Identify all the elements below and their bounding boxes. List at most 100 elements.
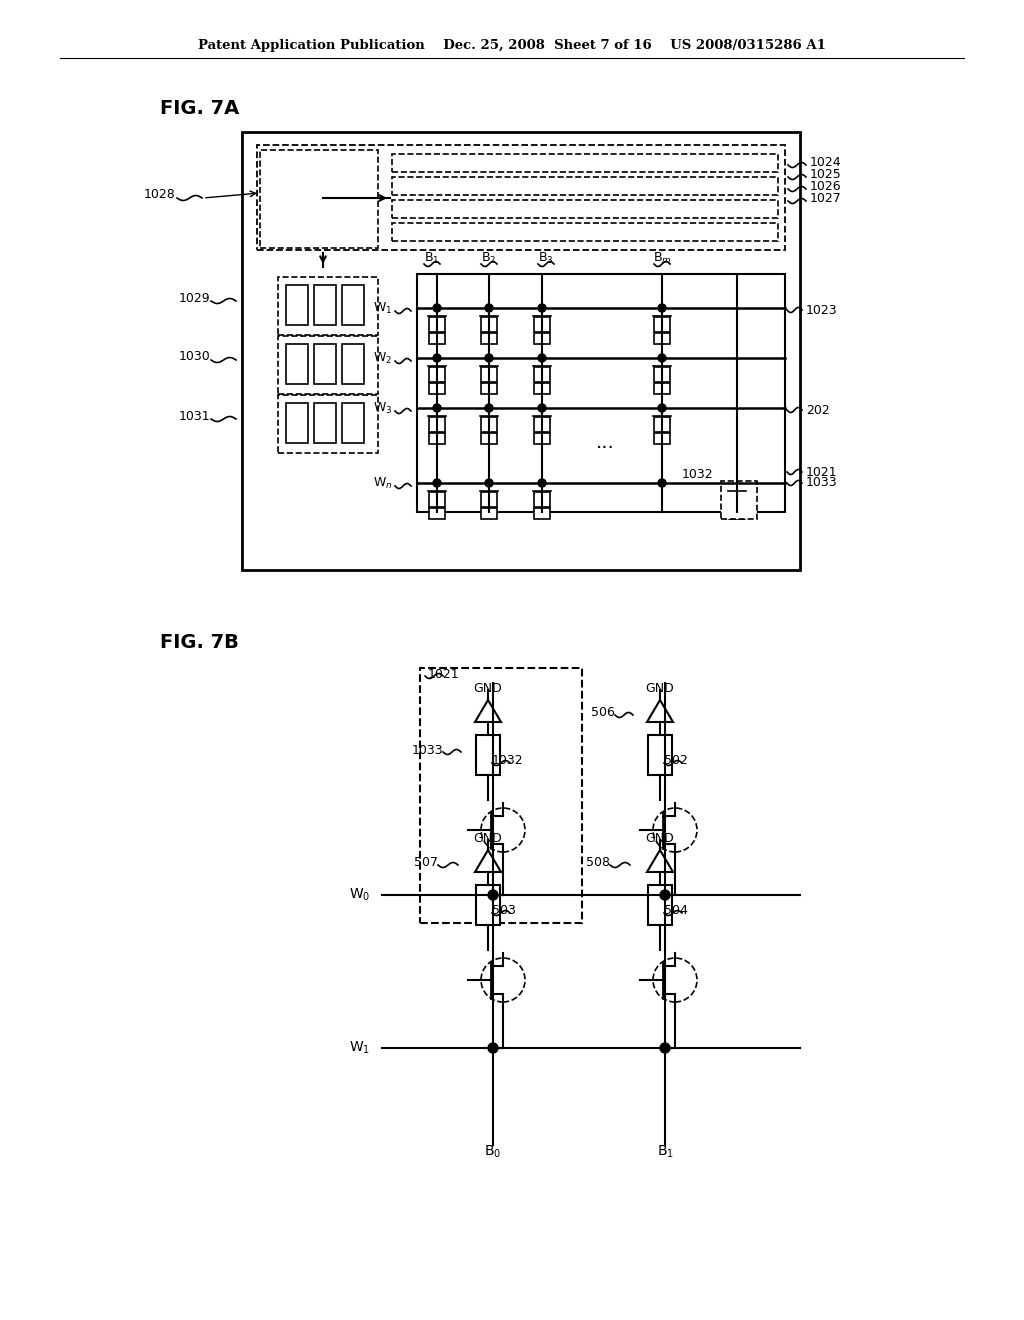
Bar (392, 201, 778, 218)
Circle shape (658, 354, 666, 362)
Bar (481, 508, 497, 519)
Bar (429, 383, 445, 393)
Text: GND: GND (474, 681, 503, 694)
Text: W$_n$: W$_n$ (373, 475, 392, 491)
Text: 1021: 1021 (428, 668, 460, 681)
Bar (654, 383, 670, 393)
Text: B$_3$: B$_3$ (539, 251, 554, 265)
Bar (314, 345, 336, 384)
Bar (481, 383, 497, 393)
Circle shape (538, 479, 546, 487)
Bar (654, 367, 670, 381)
Circle shape (538, 304, 546, 312)
Text: 1030: 1030 (178, 351, 210, 363)
Bar (534, 333, 550, 345)
Circle shape (433, 479, 441, 487)
Bar (429, 367, 445, 381)
Bar (481, 417, 497, 432)
Bar (392, 223, 778, 242)
Bar (342, 403, 364, 444)
Text: 1028: 1028 (143, 189, 175, 202)
Circle shape (433, 304, 441, 312)
Text: 1024: 1024 (810, 157, 842, 169)
Text: W$_1$: W$_1$ (373, 301, 392, 315)
Text: 1031: 1031 (178, 409, 210, 422)
Bar (481, 317, 497, 333)
Bar (654, 333, 670, 345)
Text: B$_1$: B$_1$ (424, 251, 439, 265)
Bar (534, 317, 550, 333)
Circle shape (658, 304, 666, 312)
Bar (534, 508, 550, 519)
Bar (654, 417, 670, 432)
Circle shape (433, 354, 441, 362)
Text: 1021: 1021 (806, 466, 838, 479)
Bar (429, 433, 445, 444)
Bar (286, 345, 308, 384)
Bar (648, 884, 672, 925)
Text: 1032: 1032 (492, 754, 523, 767)
Bar (429, 508, 445, 519)
Text: 1023: 1023 (806, 304, 838, 317)
Text: 1033: 1033 (412, 743, 443, 756)
Bar (654, 433, 670, 444)
Bar (729, 492, 745, 507)
Text: 502: 502 (664, 754, 688, 767)
Text: 503: 503 (492, 903, 516, 916)
Text: 1027: 1027 (810, 193, 842, 206)
Bar (242, 132, 800, 570)
Circle shape (658, 404, 666, 412)
Circle shape (485, 479, 493, 487)
Bar (429, 333, 445, 345)
Bar (534, 433, 550, 444)
Circle shape (538, 354, 546, 362)
Bar (648, 735, 672, 775)
Text: B$_1$: B$_1$ (656, 1144, 674, 1160)
Text: GND: GND (645, 681, 675, 694)
Bar (481, 333, 497, 345)
Bar (314, 403, 336, 444)
Bar (429, 317, 445, 333)
Bar (429, 417, 445, 432)
Text: W$_0$: W$_0$ (348, 887, 370, 903)
Circle shape (538, 404, 546, 412)
Bar (654, 317, 670, 333)
Text: 1029: 1029 (178, 292, 210, 305)
Bar (342, 285, 364, 325)
Circle shape (485, 354, 493, 362)
Bar (729, 508, 745, 519)
Text: 202: 202 (806, 404, 829, 417)
Bar (534, 417, 550, 432)
Bar (534, 492, 550, 507)
Text: 506: 506 (591, 705, 615, 718)
Bar (392, 154, 778, 172)
Text: W$_2$: W$_2$ (373, 350, 392, 366)
Text: Patent Application Publication    Dec. 25, 2008  Sheet 7 of 16    US 2008/031528: Patent Application Publication Dec. 25, … (198, 38, 826, 51)
Text: 1032: 1032 (682, 467, 714, 480)
Bar (314, 285, 336, 325)
Bar (534, 383, 550, 393)
Bar (476, 884, 500, 925)
Text: FIG. 7A: FIG. 7A (160, 99, 240, 117)
Text: B$_0$: B$_0$ (484, 1144, 502, 1160)
Text: B$_m$: B$_m$ (652, 251, 672, 265)
Circle shape (485, 404, 493, 412)
Bar (534, 367, 550, 381)
Bar (476, 735, 500, 775)
Bar (342, 345, 364, 384)
Circle shape (488, 890, 498, 900)
Bar (417, 275, 785, 512)
Text: 504: 504 (664, 903, 688, 916)
Text: W$_1$: W$_1$ (349, 1040, 370, 1056)
Text: FIG. 7B: FIG. 7B (160, 634, 239, 652)
Circle shape (660, 890, 670, 900)
Text: 1033: 1033 (806, 477, 838, 490)
Bar (278, 277, 378, 335)
Text: B$_2$: B$_2$ (481, 251, 497, 265)
Text: 1026: 1026 (810, 181, 842, 194)
Text: GND: GND (645, 832, 675, 845)
Bar (286, 285, 308, 325)
Text: 508: 508 (586, 855, 610, 869)
Circle shape (660, 1043, 670, 1053)
Bar (721, 480, 757, 519)
